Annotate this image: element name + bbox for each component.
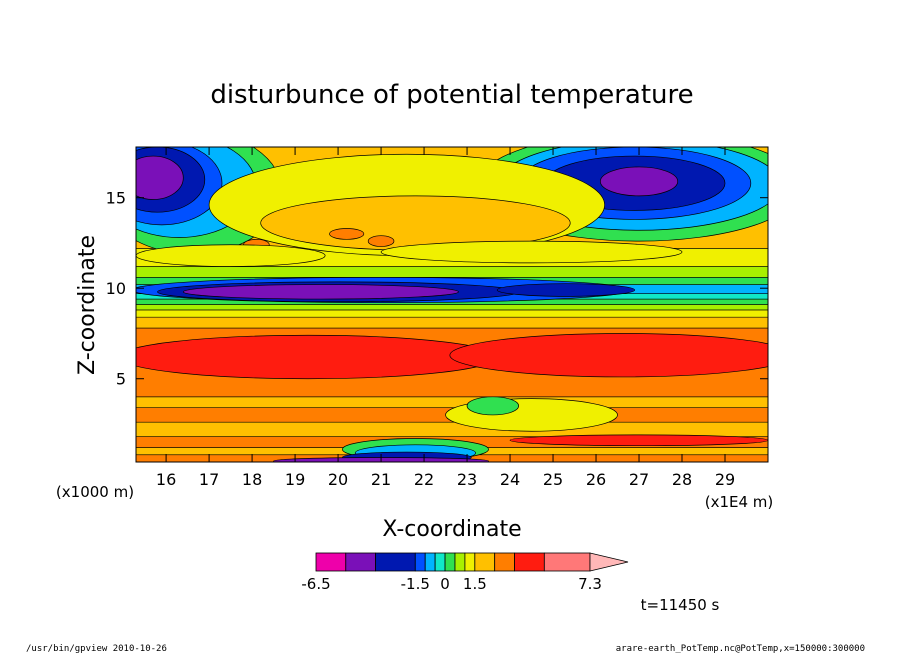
colorbar-segment-6 xyxy=(444,552,456,572)
contour-region-13 xyxy=(367,235,395,247)
contour-region-4 xyxy=(136,155,184,200)
colorbar-segment-8 xyxy=(464,552,476,572)
time-label: t=11450 s xyxy=(641,596,720,614)
colorbar-arrow xyxy=(589,552,629,572)
y-tick-label-5: 5 xyxy=(116,370,126,389)
x-tick-label-24: 24 xyxy=(500,470,520,489)
contour-region-16 xyxy=(136,244,326,267)
contour-region-20 xyxy=(496,283,636,297)
x-axis-ticks: 16 17 18 19 20 21 22 23 24 25 26 27 28 29 xyxy=(156,147,735,489)
y-axis-unit: (x1000 m) xyxy=(56,483,134,501)
colorbar-segment-12 xyxy=(543,552,591,572)
contour-region-15 xyxy=(380,240,683,264)
colorbar-label-7.3: 7.3 xyxy=(578,575,602,593)
chart-title: disturbunce of potential temperature xyxy=(210,80,693,110)
y-axis-label: Z-coordinate xyxy=(75,235,100,375)
colorbar-label--6.5: -6.5 xyxy=(301,575,330,593)
plot-frame xyxy=(135,146,769,463)
footer-right: arare-earth_PotTemp.nc@PotTemp,x=150000:… xyxy=(616,644,865,654)
x-tick-label-25: 25 xyxy=(543,470,563,489)
x-tick-label-19: 19 xyxy=(285,470,305,489)
x-tick-label-18: 18 xyxy=(242,470,262,489)
contour-region-21 xyxy=(136,334,498,380)
x-axis-label: X-coordinate xyxy=(382,517,521,542)
y-tick-label-15: 15 xyxy=(106,189,126,208)
contour-band-7 xyxy=(136,316,768,329)
contour-band-14 xyxy=(136,266,768,278)
x-tick-label-20: 20 xyxy=(328,470,348,489)
contour-plot-area xyxy=(136,147,768,462)
colorbar-labels: -6.5 -1.5 0 1.5 7.3 xyxy=(301,575,602,593)
colorbar-segment-7 xyxy=(454,552,466,572)
colorbar-label-1.5: 1.5 xyxy=(463,575,487,593)
colorbar-segment-9 xyxy=(474,552,496,572)
colorbar-segment-2 xyxy=(375,552,416,572)
y-axis-ticks: 5 10 15 xyxy=(106,189,768,389)
x-tick-label-16: 16 xyxy=(156,470,176,489)
colorbar-segment-10 xyxy=(494,552,515,572)
x-tick-label-23: 23 xyxy=(457,470,477,489)
y-tick-label-10: 10 xyxy=(106,279,126,298)
x-tick-label-22: 22 xyxy=(414,470,434,489)
colorbar-segment-0 xyxy=(315,552,347,572)
colorbar-label-0: 0 xyxy=(440,575,450,593)
colorbar-label--1.5: -1.5 xyxy=(401,575,430,593)
colorbar xyxy=(315,552,629,572)
x-tick-label-27: 27 xyxy=(629,470,649,489)
x-tick-label-28: 28 xyxy=(672,470,692,489)
contour-region-22 xyxy=(449,333,768,378)
colorbar-segment-3 xyxy=(414,552,426,572)
contour-region-19 xyxy=(182,284,459,300)
footer-left: /usr/bin/gpview 2010-10-26 xyxy=(26,644,167,654)
x-axis-unit: (x1E4 m) xyxy=(705,493,774,511)
x-tick-label-29: 29 xyxy=(715,470,735,489)
colorbar-segment-1 xyxy=(345,552,376,572)
x-tick-label-21: 21 xyxy=(371,470,391,489)
contour-band-8 xyxy=(136,309,768,318)
contour-band-3 xyxy=(136,421,768,437)
colorbar-segment-4 xyxy=(424,552,436,572)
contour-region-29 xyxy=(509,434,768,447)
contour-band-5 xyxy=(136,396,768,408)
colorbar-segment-11 xyxy=(514,552,545,572)
x-tick-label-17: 17 xyxy=(199,470,219,489)
contour-region-12 xyxy=(329,228,365,240)
contour-band-9 xyxy=(136,304,768,311)
x-tick-label-26: 26 xyxy=(586,470,606,489)
contour-region-24 xyxy=(466,396,519,416)
contour-region-9 xyxy=(599,166,679,197)
colorbar-segment-5 xyxy=(434,552,446,572)
